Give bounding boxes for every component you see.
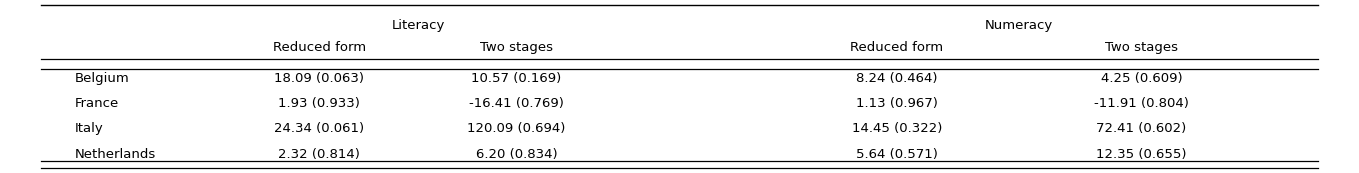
Text: France: France	[75, 97, 120, 110]
Text: Two stages: Two stages	[480, 41, 553, 54]
Text: 6.20 (0.834): 6.20 (0.834)	[476, 148, 557, 161]
Text: 120.09 (0.694): 120.09 (0.694)	[467, 122, 565, 135]
Text: Italy: Italy	[75, 122, 103, 135]
Text: 1.13 (0.967): 1.13 (0.967)	[856, 97, 938, 110]
Text: 18.09 (0.063): 18.09 (0.063)	[275, 72, 364, 85]
Text: -16.41 (0.769): -16.41 (0.769)	[469, 97, 564, 110]
Text: 72.41 (0.602): 72.41 (0.602)	[1097, 122, 1186, 135]
Text: Reduced form: Reduced form	[851, 41, 943, 54]
Text: 12.35 (0.655): 12.35 (0.655)	[1097, 148, 1186, 161]
Text: 4.25 (0.609): 4.25 (0.609)	[1101, 72, 1182, 85]
Text: Belgium: Belgium	[75, 72, 129, 85]
Text: Reduced form: Reduced form	[273, 41, 366, 54]
Text: 24.34 (0.061): 24.34 (0.061)	[275, 122, 364, 135]
Text: 1.93 (0.933): 1.93 (0.933)	[279, 97, 360, 110]
Text: Numeracy: Numeracy	[985, 19, 1053, 32]
Text: 10.57 (0.169): 10.57 (0.169)	[472, 72, 561, 85]
Text: 14.45 (0.322): 14.45 (0.322)	[852, 122, 942, 135]
Text: 8.24 (0.464): 8.24 (0.464)	[856, 72, 938, 85]
Text: 2.32 (0.814): 2.32 (0.814)	[279, 148, 360, 161]
Text: -11.91 (0.804): -11.91 (0.804)	[1094, 97, 1189, 110]
Text: Literacy: Literacy	[391, 19, 446, 32]
Text: Netherlands: Netherlands	[75, 148, 156, 161]
Text: 5.64 (0.571): 5.64 (0.571)	[856, 148, 938, 161]
Text: Two stages: Two stages	[1105, 41, 1178, 54]
